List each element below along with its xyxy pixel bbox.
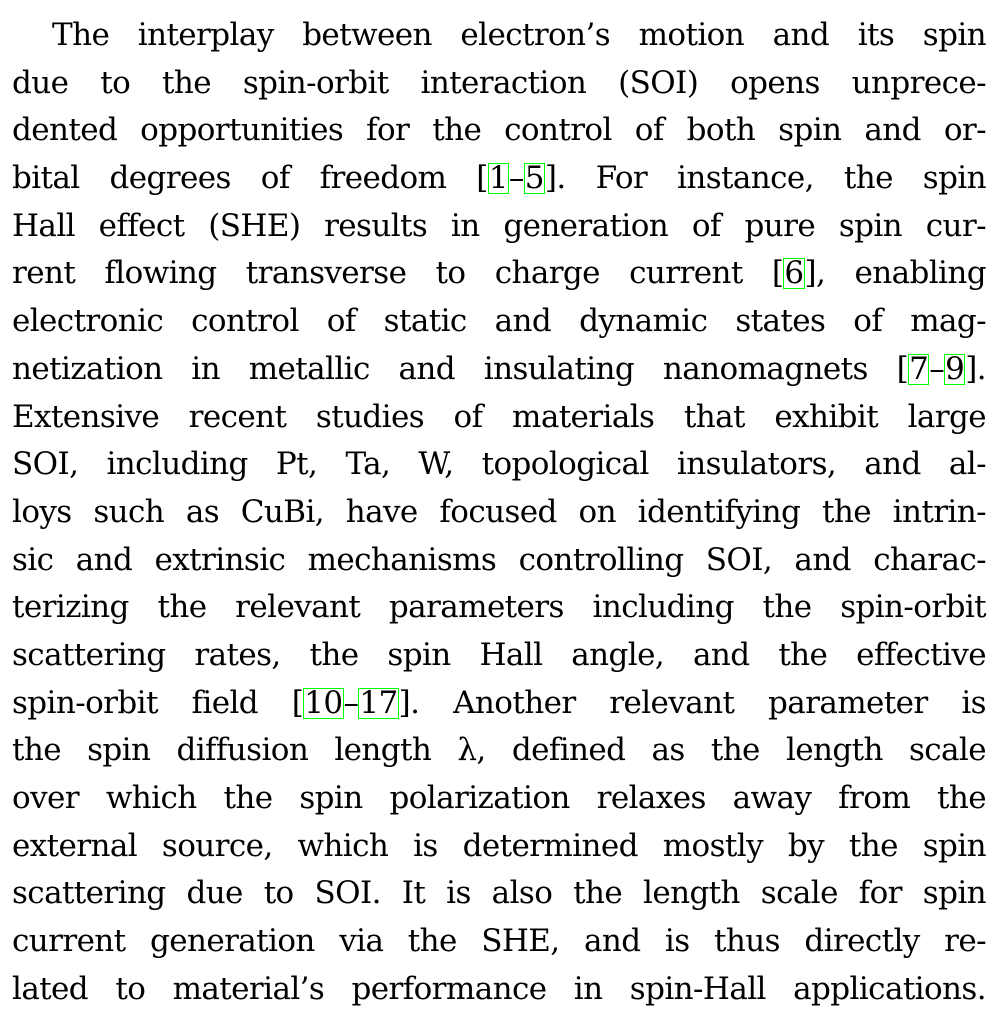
text-line: the spin diffusion length λ, defined as …	[12, 727, 987, 775]
text-segment: netization in metallic and insulating na…	[12, 350, 909, 387]
text-line: terizing the relevant parameters includi…	[12, 584, 987, 632]
text-segment: ].	[965, 350, 986, 387]
text-line: due to the spin-orbit interaction (SOI) …	[12, 60, 987, 108]
citation-link[interactable]: 7	[908, 350, 930, 387]
citation-link[interactable]: 1	[487, 160, 509, 197]
text-segment: ]. Another relevant parameter is	[398, 684, 987, 721]
text-line: scattering rates, the spin Hall angle, a…	[12, 632, 987, 680]
text-segment: the spin diffusion length λ, defined as …	[12, 732, 987, 769]
citation-link[interactable]: 9	[944, 350, 966, 387]
body-paragraph: The interplay between electron’s motion …	[12, 12, 987, 1014]
text-segment: dented opportunities for the control of …	[12, 112, 987, 149]
text-line: scattering due to SOI. It is also the le…	[12, 870, 987, 918]
text-segment: –	[343, 684, 360, 721]
text-line: lated to material’s performance in spin-…	[12, 966, 987, 1014]
text-line: current generation via the SHE, and is t…	[12, 918, 987, 966]
text-line: netization in metallic and insulating na…	[12, 346, 987, 394]
text-segment: due to the spin-orbit interaction (SOI) …	[12, 64, 987, 101]
text-segment: spin-orbit field [	[12, 684, 304, 721]
text-line: spin-orbit field [10–17]. Another releva…	[12, 680, 987, 728]
text-segment: Extensive recent studies of materials th…	[12, 398, 987, 435]
text-line: electronic control of static and dynamic…	[12, 298, 987, 346]
text-line: Extensive recent studies of materials th…	[12, 394, 987, 442]
text-segment: current generation via the SHE, and is t…	[12, 923, 987, 960]
text-segment: scattering rates, the spin Hall angle, a…	[12, 636, 987, 673]
text-segment: rent flowing transverse to charge curren…	[12, 255, 784, 292]
text-segment: lated to material’s performance in spin-…	[12, 970, 987, 1007]
citation-link[interactable]: 10	[303, 684, 344, 721]
text-line: bital degrees of freedom [1–5]. For inst…	[12, 155, 987, 203]
text-segment: SOI, including Pt, Ta, W, topological in…	[12, 446, 987, 483]
text-segment: The interplay between electron’s motion …	[52, 17, 987, 53]
text-segment: ], enabling	[804, 255, 987, 292]
text-line: rent flowing transverse to charge curren…	[12, 250, 987, 298]
text-segment: –	[929, 350, 945, 387]
citation-link[interactable]: 5	[523, 160, 545, 197]
text-line: The interplay between electron’s motion …	[12, 12, 987, 60]
citation-link[interactable]: 6	[783, 255, 805, 292]
text-segment: sic and extrinsic mechanisms controlling…	[12, 541, 987, 578]
text-segment: Hall effect (SHE) results in generation …	[12, 207, 987, 244]
citation-link[interactable]: 17	[358, 684, 399, 721]
text-segment: –	[508, 160, 525, 197]
text-line: Hall effect (SHE) results in generation …	[12, 203, 987, 251]
text-line: loys such as CuBi, have focused on ident…	[12, 489, 987, 537]
text-line: SOI, including Pt, Ta, W, topological in…	[12, 441, 987, 489]
text-segment: terizing the relevant parameters includi…	[12, 589, 987, 626]
text-segment: scattering due to SOI. It is also the le…	[12, 875, 987, 912]
text-segment: electronic control of static and dynamic…	[12, 303, 987, 340]
text-segment: bital degrees of freedom [	[12, 160, 488, 197]
text-line: external source, which is determined mos…	[12, 823, 987, 871]
text-segment: external source, which is determined mos…	[12, 827, 987, 864]
text-segment: ]. For instance, the spin	[544, 160, 987, 197]
text-segment: over which the spin polarization relaxes…	[12, 780, 987, 816]
text-line: dented opportunities for the control of …	[12, 107, 987, 155]
text-line: over which the spin polarization relaxes…	[12, 775, 987, 823]
text-segment: loys such as CuBi, have focused on ident…	[12, 493, 987, 530]
text-line: sic and extrinsic mechanisms controlling…	[12, 537, 987, 585]
